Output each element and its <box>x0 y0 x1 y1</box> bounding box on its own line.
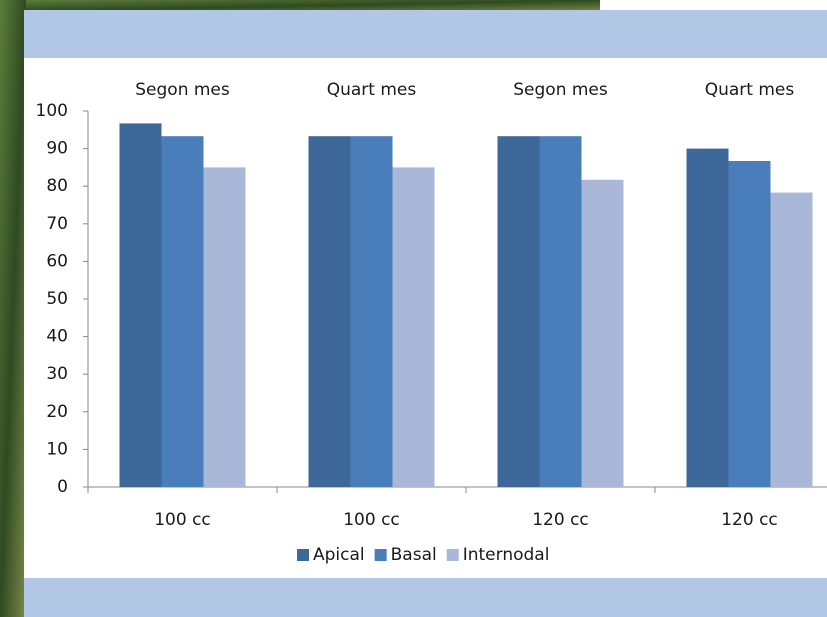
y-tick-label: 20 <box>46 402 68 422</box>
y-tick-label: 70 <box>46 214 68 234</box>
y-tick-label: 0 <box>57 477 68 497</box>
group-label: Segon mes <box>135 80 230 100</box>
x-tick-label: 100 cc <box>343 510 400 530</box>
legend-swatch <box>447 549 459 561</box>
bar <box>540 136 582 487</box>
bar <box>120 123 162 487</box>
legend-label: Internodal <box>463 545 550 565</box>
x-tick-label: 120 cc <box>532 510 589 530</box>
y-tick-label: 90 <box>46 139 68 159</box>
bar <box>204 167 246 487</box>
photo-strip <box>0 0 26 617</box>
bar <box>162 136 204 487</box>
chart: 0 10 20 30 40 50 60 70 80 90 100 100 cc Segon mes 100… <box>0 0 827 617</box>
legend-label: Apical <box>313 545 365 565</box>
bar <box>729 161 771 487</box>
legend-label: Basal <box>391 545 437 565</box>
bar <box>687 149 729 487</box>
bar <box>309 136 351 487</box>
bar <box>771 193 813 487</box>
bar <box>351 136 393 487</box>
group-label: Quart mes <box>705 80 795 100</box>
y-tick-label: 30 <box>46 364 68 384</box>
y-tick-label: 80 <box>46 176 68 196</box>
group-label: Quart mes <box>327 80 417 100</box>
header-band <box>24 10 827 58</box>
y-tick-label: 50 <box>46 289 68 309</box>
x-tick-label: 100 cc <box>154 510 211 530</box>
x-tick-label: 120 cc <box>721 510 778 530</box>
bar <box>582 180 624 487</box>
y-tick-label: 10 <box>46 439 68 459</box>
bar <box>393 167 435 487</box>
group-label: Segon mes <box>513 80 608 100</box>
page: 0 10 20 30 40 50 60 70 80 90 100 100 cc Segon mes 100… <box>0 0 827 617</box>
footer-band <box>24 578 827 617</box>
y-tick-label: 40 <box>46 327 68 347</box>
bar <box>498 136 540 487</box>
y-tick-label: 60 <box>46 251 68 271</box>
legend-swatch <box>375 549 387 561</box>
legend-swatch <box>297 549 309 561</box>
y-tick-label: 100 <box>36 101 68 121</box>
